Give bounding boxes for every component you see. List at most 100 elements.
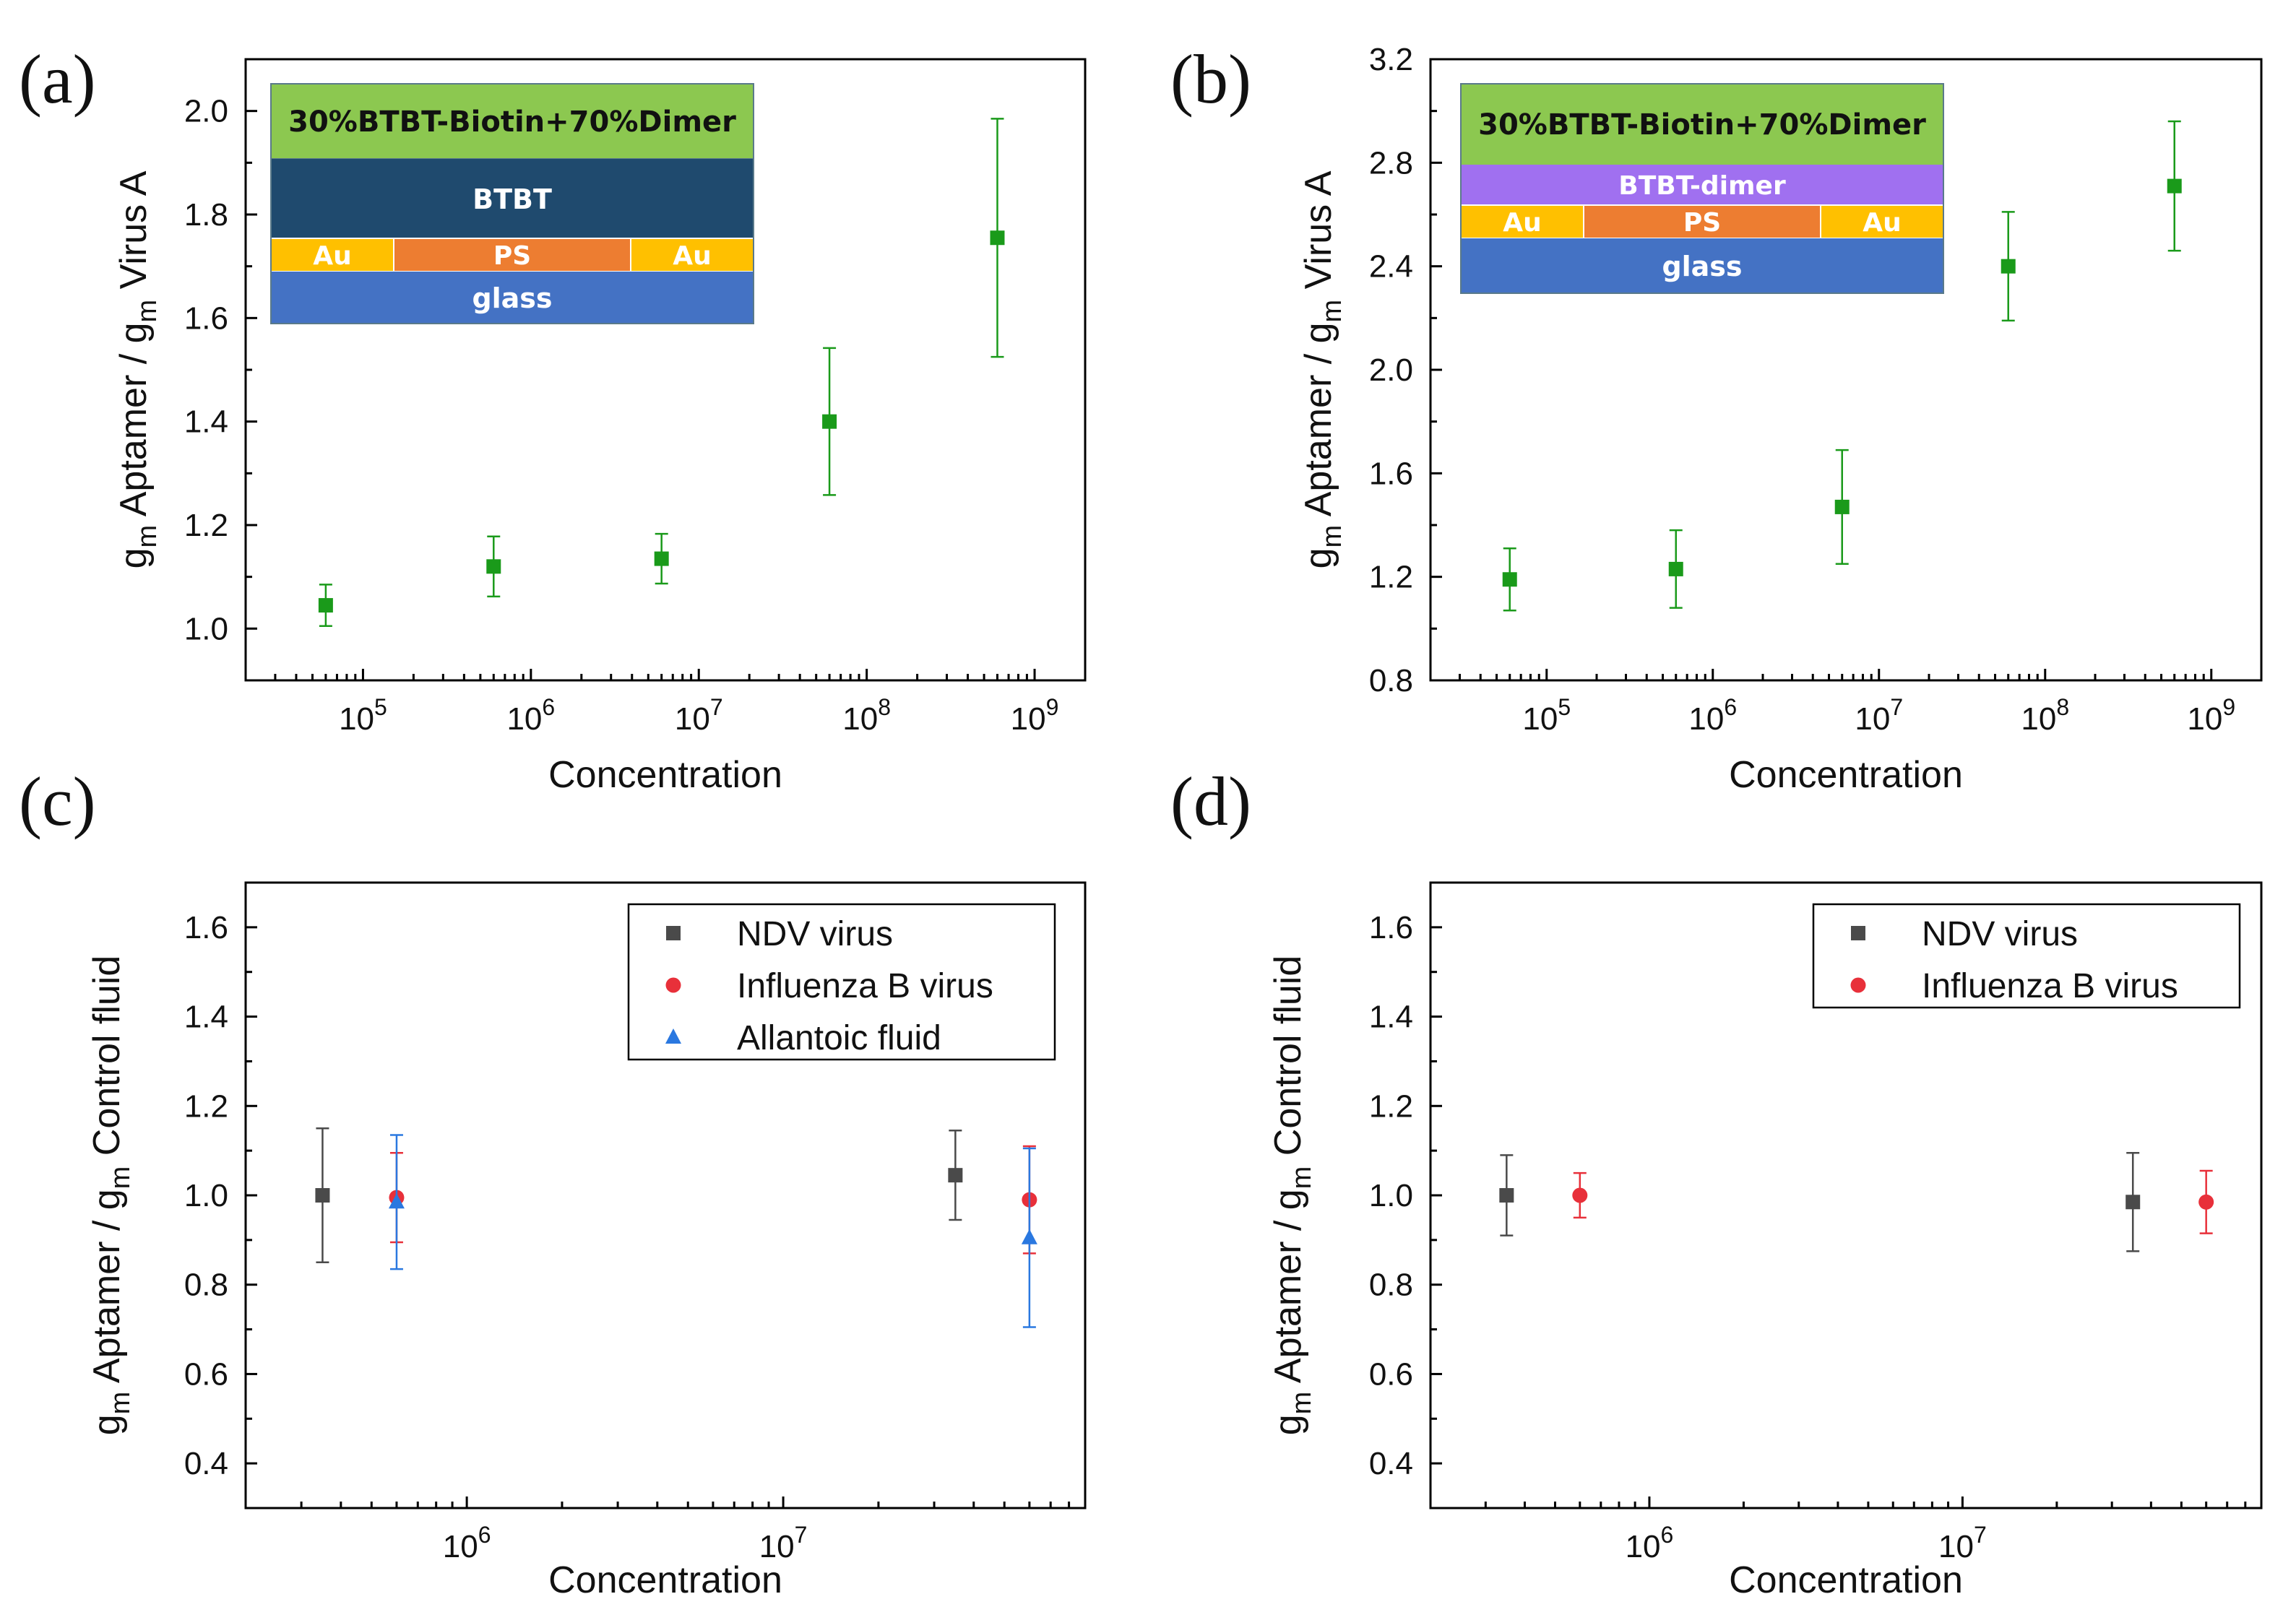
y-tick-label: 3.2 (1369, 42, 1413, 77)
legend-label: NDV virus (737, 915, 893, 953)
legend: NDV virus Influenza B virus (1812, 903, 2241, 1009)
layer-ps (393, 238, 631, 272)
data-point (2198, 1194, 2214, 1210)
x-tick-label: 107 (675, 694, 723, 737)
stack-inset: 30%BTBT-Biotin+70%Dimer BTBT-dimer Au PS Au g… (1460, 83, 1944, 294)
layer-ps-label: PS (493, 241, 531, 271)
y-tick-label: 1.4 (184, 1000, 228, 1035)
legend-box (1812, 903, 2241, 1009)
y-tick-label: 1.6 (184, 300, 228, 336)
legend-marker (1850, 977, 1866, 993)
y-tick-label: 1.4 (1369, 1000, 1413, 1035)
data-point (1834, 499, 1850, 514)
layer-top-label: 30%BTBT-Biotin+70%Dimer (288, 105, 736, 139)
data-point (1668, 561, 1683, 576)
y-axis-title: gm Aptamer / gm Virus A (113, 170, 163, 568)
layer-glass (271, 272, 754, 324)
y-tick-label: 1.2 (184, 1088, 228, 1124)
y-tick-label: 1.2 (1369, 560, 1413, 595)
y-tick-label: 1.6 (184, 910, 228, 945)
panel-label: (b) (1170, 40, 1251, 118)
y-axis-title: gm Aptamer / gm Virus A (1298, 170, 1347, 568)
layer-top-label: 30%BTBT-Biotin+70%Dimer (1478, 108, 1926, 142)
y-tick-label: 1.8 (184, 197, 228, 233)
y-tick-label: 1.2 (184, 508, 228, 543)
y-tick-label: 0.6 (184, 1356, 228, 1392)
data-point (486, 559, 501, 574)
y-tick-label: 0.8 (1369, 1268, 1413, 1303)
panel-label: (a) (19, 40, 96, 118)
panel-label: (c) (19, 763, 96, 840)
stack-inset: 30%BTBT-Biotin+70%Dimer BTBT Au PS Au glass (270, 83, 754, 324)
data-point (990, 230, 1005, 246)
data-point (1499, 1188, 1514, 1203)
x-tick-label: 109 (2187, 694, 2235, 737)
y-tick-label: 0.8 (184, 1268, 228, 1303)
legend-marker (1851, 926, 1865, 940)
chart-panel-d: (d) 0.4 0.6 0.8 1.0 1.2 1.4 1.6 106 107Concentrat… (1170, 763, 2263, 1601)
legend-box (627, 903, 1056, 1061)
data-point (822, 414, 837, 429)
x-tick-label: 109 (1011, 694, 1059, 737)
data-point (318, 598, 333, 613)
y-tick-label: 0.6 (1369, 1356, 1413, 1392)
inset-border (1460, 83, 1944, 294)
series-data (1502, 120, 2182, 612)
data-point (2125, 1195, 2141, 1210)
layer-au-right-label: Au (673, 241, 712, 271)
x-tick-label: 106 (443, 1522, 491, 1564)
layer-ps-label: PS (1683, 208, 1721, 238)
data-point (948, 1168, 963, 1183)
layer-au-left-label: Au (313, 241, 352, 271)
x-tick-label: 106 (506, 694, 555, 737)
chart-panel-b: (b) 0.8 1.2 1.6 2.0 2.4 2.8 3.2 105 106 107 108 109 C… (1170, 40, 2263, 796)
data-point (388, 1193, 405, 1209)
y-tick-label: 1.0 (184, 1178, 228, 1213)
x-tick-label: 107 (1938, 1522, 1987, 1564)
layer-au-left (270, 238, 394, 272)
x-tick-label: 105 (1522, 694, 1571, 737)
series-allantoic-fluid (388, 1134, 1037, 1328)
y-tick-label: 2.0 (1369, 352, 1413, 388)
x-tick-label: 105 (339, 694, 387, 737)
layer-glass-label: glass (472, 282, 552, 314)
y-axis-title: gm Aptamer / gm Control fluid (86, 956, 136, 1436)
series-ndv-virus (315, 1127, 963, 1264)
x-tick-label: 106 (1688, 694, 1737, 737)
legend-marker (665, 977, 681, 993)
y-tick-label: 1.2 (1369, 1088, 1413, 1124)
y-tick-label: 0.4 (1369, 1446, 1413, 1481)
legend-marker (665, 1028, 681, 1044)
layer-glass-label: glass (1662, 251, 1742, 282)
y-tick-label: 0.4 (184, 1446, 228, 1481)
legend-label: Influenza B virus (737, 967, 993, 1005)
layer-ps (1583, 204, 1821, 239)
y-tick-label: 1.0 (1369, 1178, 1413, 1213)
y-tick-label: 2.0 (184, 94, 228, 129)
layer-top (1461, 84, 1943, 165)
x-axis-title: Concentration (1729, 1559, 1963, 1601)
y-tick-label: 0.8 (1369, 663, 1413, 698)
legend: NDV virus Influenza B virus Allantoic flui… (627, 903, 1056, 1061)
layer-btbt-label: BTBT (472, 183, 552, 215)
x-tick-label: 106 (1626, 1522, 1674, 1564)
panel-label: (d) (1170, 763, 1251, 840)
series-ndv-virus (1499, 1151, 2141, 1252)
layer-glass (1461, 238, 1943, 293)
y-tick-label: 1.0 (184, 611, 228, 646)
y-tick-label: 1.6 (1369, 910, 1413, 945)
y-tick-label: 2.4 (1369, 249, 1413, 285)
x-tick-label: 107 (759, 1522, 808, 1564)
series-influenza-b-virus (389, 1145, 1037, 1255)
x-axis-title: Concentration (548, 754, 782, 796)
legend-label: Allantoic fluid (737, 1019, 941, 1057)
y-tick-label: 1.6 (1369, 456, 1413, 491)
data-point (2001, 259, 2016, 274)
x-tick-label: 108 (2021, 694, 2069, 737)
chart-panel-c: (c) 0.4 0.6 0.8 1.0 1.2 1.4 1.6 106 107Concentrat… (19, 763, 1087, 1601)
chart-panel-a: (a) 1.0 1.2 1.4 1.6 1.8 2.0 105 106 107 108 109 Conc… (19, 40, 1087, 796)
layer-dimer-label: BTBT-dimer (1618, 171, 1786, 201)
x-axis-title: Concentration (1729, 754, 1963, 796)
legend-label: Influenza B virus (1922, 967, 2178, 1005)
data-point (315, 1188, 330, 1203)
